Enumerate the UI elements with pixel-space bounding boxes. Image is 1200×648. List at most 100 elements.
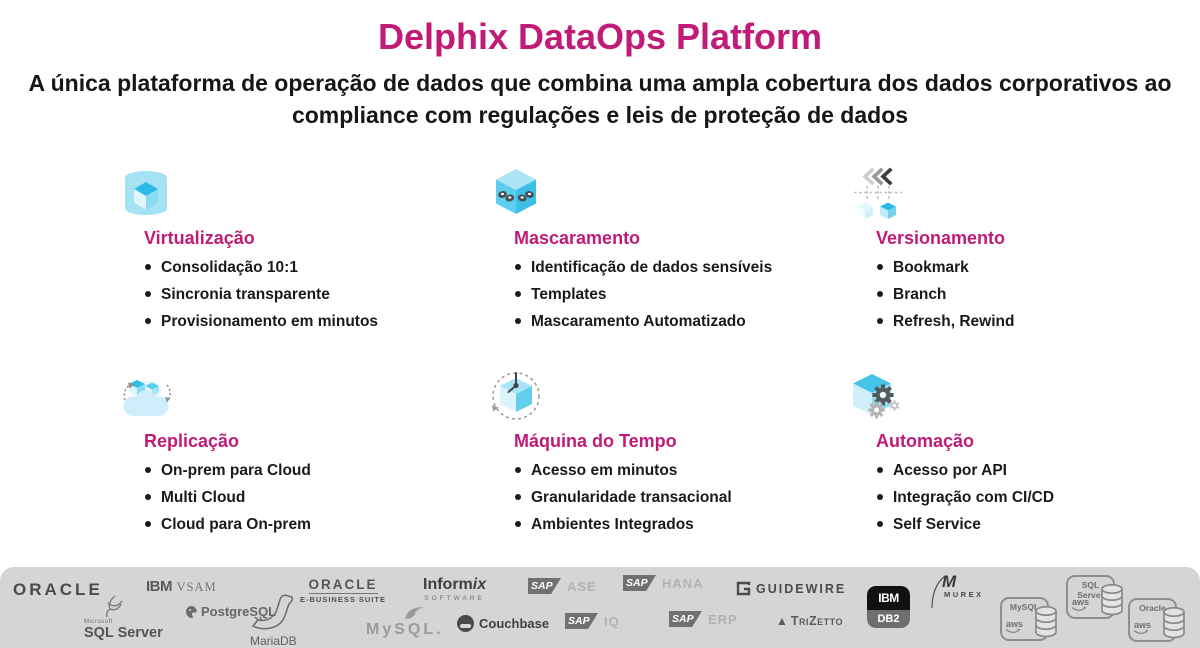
bullet-item: Templates <box>514 286 850 304</box>
database-cylinder-icon <box>1163 607 1185 639</box>
logo-guidewire: GUIDEWIRE <box>736 581 846 596</box>
logo-postgresql: PostgreSQL <box>185 604 276 619</box>
aws-label: aws <box>1006 619 1024 629</box>
oracle-ebs-label: ORACLE <box>308 577 378 594</box>
murex-swoosh-icon <box>931 575 946 609</box>
guidewire-g-icon <box>736 581 751 596</box>
page-header: Delphix DataOps Platform A única platafo… <box>0 16 1200 131</box>
feature-title: Versionamento <box>876 228 1006 248</box>
bullet-item: Provisionamento em minutos <box>144 313 488 331</box>
feature-automation: Automação Acesso por API Integração com … <box>850 369 1198 572</box>
automation-icon <box>850 369 906 425</box>
aws-label: aws <box>1134 620 1152 630</box>
ibm-label: IBM <box>867 586 910 610</box>
aws-smile-icon <box>1133 629 1149 635</box>
bullet-item: Cloud para On-prem <box>144 516 488 534</box>
trizetto-label: TriZetto <box>790 614 843 628</box>
feature-replication: Replicação On-prem para Cloud Multi Clou… <box>118 369 488 572</box>
bullet-item: Multi Cloud <box>144 489 488 507</box>
logo-sap-iq: SAP IQ <box>565 613 620 629</box>
logo-couchbase: Couchbase <box>457 615 549 632</box>
trizetto-triangle-icon: ▲ <box>776 614 788 628</box>
ibm-label: IBM <box>146 578 173 595</box>
sap-badge-icon: SAP <box>565 613 598 629</box>
page-subtitle: A única plataforma de operação de dados … <box>28 70 1172 128</box>
replication-icon <box>118 369 174 425</box>
postgresql-label: PostgreSQL <box>201 604 277 619</box>
feature-bullets: Acesso em minutos Granularidade transaci… <box>514 462 850 534</box>
informix-ix: ix <box>472 576 487 593</box>
bullet-item: Refresh, Rewind <box>876 313 1198 331</box>
couchbase-label: Couchbase <box>479 616 550 631</box>
database-cylinder-icon <box>1101 584 1123 616</box>
sql-server-label: SQL Server <box>84 625 163 641</box>
db2-label: DB2 <box>867 610 910 628</box>
logo-ibm-db2: IBM DB2 <box>867 586 910 628</box>
logo-trizetto: ▲ TriZetto <box>776 614 843 628</box>
feature-title: Virtualização <box>144 228 255 248</box>
logo-mariadb: MariaDB <box>250 593 297 648</box>
logo-aws-sql-server: SQL Server aws <box>1066 575 1123 619</box>
logo-sql-server: Microsoft SQL Server <box>84 595 163 641</box>
bullet-item: Consolidação 10:1 <box>144 259 488 277</box>
logo-aws-oracle: Oracle aws <box>1128 598 1185 642</box>
bullet-item: Granularidade transacional <box>514 489 850 507</box>
bullet-item: Mascaramento Automatizado <box>514 313 850 331</box>
sap-badge-icon: SAP <box>669 611 702 627</box>
mariadb-label: MariaDB <box>250 634 297 648</box>
virtualization-icon <box>118 166 174 222</box>
feature-bullets: On-prem para Cloud Multi Cloud Cloud par… <box>144 462 488 534</box>
logo-sap-erp: SAP ERP <box>669 611 738 627</box>
feature-bullets: Identificação de dados sensíveis Templat… <box>514 259 850 331</box>
mariadb-sealion-icon <box>252 594 294 630</box>
sap-badge-icon: SAP <box>528 578 561 594</box>
feature-time-machine: Máquina do Tempo Acesso em minutos Granu… <box>488 369 850 572</box>
couchbase-icon <box>457 615 474 632</box>
feature-bullets: Bookmark Branch Refresh, Rewind <box>876 259 1198 331</box>
logo-sap-hana: SAP HANA <box>623 575 704 591</box>
feature-masking: Mascaramento Identificação de dados sens… <box>488 166 850 369</box>
aws-label: aws <box>1072 597 1090 607</box>
page-title: Delphix DataOps Platform <box>377 16 823 57</box>
feature-title: Máquina do Tempo <box>514 431 677 451</box>
informix-software-label: SOFTWARE <box>424 595 485 602</box>
aws-mysql-label: MySQL <box>1009 602 1040 612</box>
logo-informix: Informix SOFTWARE <box>423 576 486 602</box>
bullet-item: Ambientes Integrados <box>514 516 850 534</box>
logo-oracle: ORACLE <box>13 580 103 599</box>
aws-sql-server-label: SQL Server <box>1077 580 1104 600</box>
bullet-item: Acesso por API <box>876 462 1198 480</box>
microsoft-label: Microsoft <box>84 619 113 625</box>
sql-server-fish-icon <box>105 595 123 618</box>
bullet-item: On-prem para Cloud <box>144 462 488 480</box>
partner-logo-bar: ORACLE Microsoft SQL Server IBM VSAM Pos… <box>0 567 1200 648</box>
feature-title: Automação <box>876 431 975 451</box>
hana-label: HANA <box>662 575 704 591</box>
bullet-item: Integração com CI/CD <box>876 489 1198 507</box>
feature-title: Replicação <box>144 431 240 451</box>
murex-m-icon: M <box>942 572 957 591</box>
bullet-item: Identificação de dados sensíveis <box>514 259 850 277</box>
bullet-item: Sincronia transparente <box>144 286 488 304</box>
erp-label: ERP <box>708 611 738 627</box>
aws-smile-icon <box>1071 606 1087 612</box>
murex-label: MUREX <box>944 590 984 599</box>
informix-label: Inform <box>423 576 473 593</box>
logo-sap-ase: SAP ASE <box>528 578 597 594</box>
sap-badge-icon: SAP <box>623 575 656 591</box>
postgres-elephant-icon <box>186 605 197 618</box>
ase-label: ASE <box>567 578 597 594</box>
vsam-label: VSAM <box>176 580 217 594</box>
bullet-item: Branch <box>876 286 1198 304</box>
feature-bullets: Consolidação 10:1 Sincronia transparente… <box>144 259 488 331</box>
logo-aws-mysql: MySQL aws <box>1000 597 1057 641</box>
mysql-dolphin-icon <box>405 607 425 619</box>
feature-virtualization: Virtualização Consolidação 10:1 Sincroni… <box>118 166 488 369</box>
aws-oracle-label: Oracle <box>1139 603 1166 613</box>
bullet-item: Self Service <box>876 516 1198 534</box>
database-cylinder-icon <box>1035 606 1057 638</box>
feature-versioning: Versionamento Bookmark Branch Refresh, R… <box>850 166 1198 369</box>
guidewire-label: GUIDEWIRE <box>756 581 847 596</box>
feature-grid: Virtualização Consolidação 10:1 Sincroni… <box>118 166 1198 572</box>
logo-ibm-vsam: IBM VSAM <box>146 578 217 596</box>
